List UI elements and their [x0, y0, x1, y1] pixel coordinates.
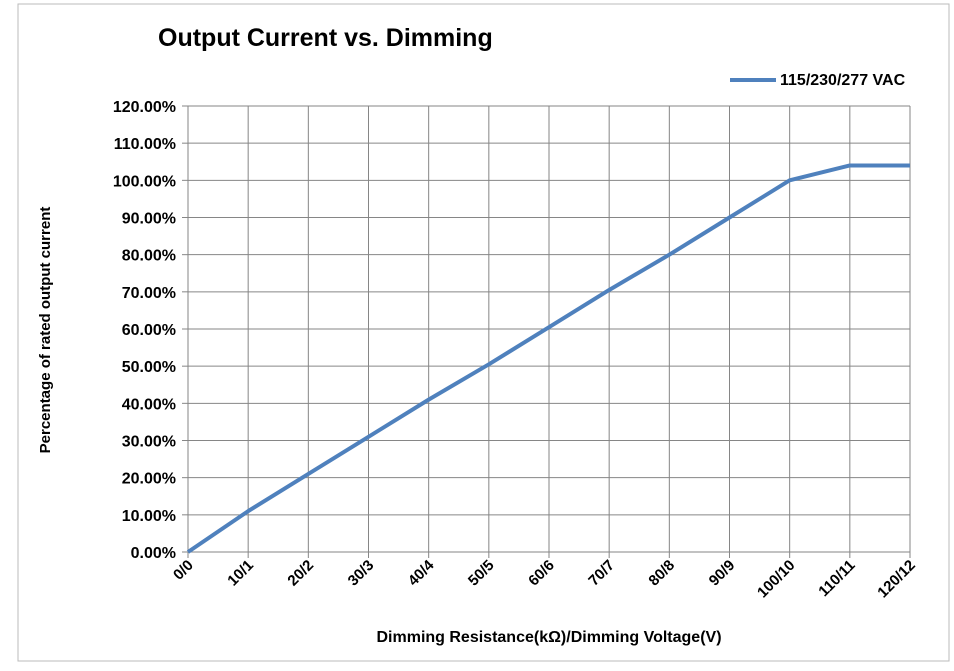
x-tick-label: 40/4 — [405, 556, 438, 589]
x-tick-label: 10/1 — [224, 557, 257, 590]
x-tick-label: 30/3 — [345, 557, 378, 590]
y-axis-title: Percentage of rated output current — [37, 207, 54, 454]
y-tick-label: 0.00% — [131, 545, 176, 562]
x-tick-label: 100/10 — [754, 557, 798, 601]
y-tick-label: 70.00% — [122, 285, 176, 302]
x-tick-label: 90/9 — [706, 557, 739, 590]
y-tick-label: 20.00% — [122, 471, 176, 488]
x-tick-label: 70/7 — [585, 557, 618, 590]
y-tick-label: 30.00% — [122, 434, 176, 451]
y-tick-label: 100.00% — [113, 173, 176, 190]
y-tick-label: 40.00% — [122, 396, 176, 413]
series-line — [186, 163, 910, 554]
y-tick-label: 60.00% — [122, 322, 176, 339]
y-tick-label: 90.00% — [122, 211, 176, 228]
legend-label: 115/230/277 VAC — [780, 72, 906, 89]
y-tick-label: 120.00% — [113, 99, 176, 116]
y-tick-label: 50.00% — [122, 359, 176, 376]
y-tick-label: 110.00% — [114, 136, 176, 153]
x-tick-label: 60/6 — [525, 557, 558, 590]
y-tick-label: 80.00% — [122, 248, 176, 265]
chart-border — [17, 3, 950, 662]
y-tick-label: 10.00% — [122, 508, 176, 525]
x-tick-label: 80/8 — [645, 557, 678, 590]
x-tick-label: 120/12 — [874, 557, 918, 601]
x-axis-title: Dimming Resistance(kΩ)/Dimming Voltage(V… — [376, 629, 721, 646]
x-tick-label: 20/2 — [284, 557, 317, 590]
x-tick-label: 50/5 — [465, 557, 498, 590]
chart-title: Output Current vs. Dimming — [158, 24, 493, 52]
x-tick-label: 110/11 — [815, 557, 858, 600]
